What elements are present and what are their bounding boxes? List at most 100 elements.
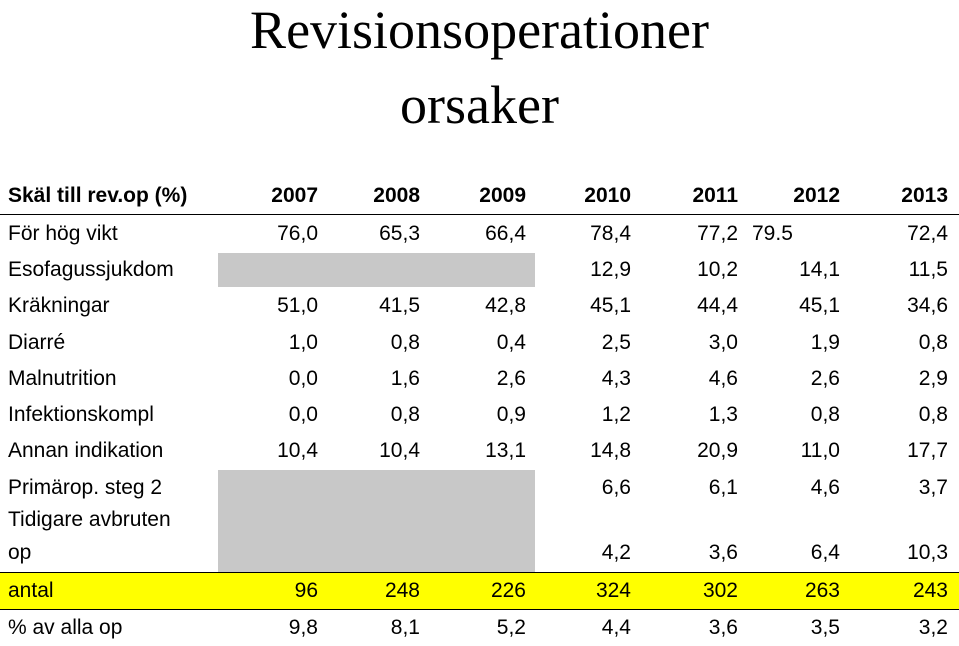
table-cell: 14,1: [799, 258, 840, 281]
header-row: Skäl till rev.op (%) 2007 2008 2009 2010…: [0, 178, 959, 214]
row-label: Malnutrition: [8, 367, 117, 390]
header-year: 2009: [479, 184, 526, 207]
table-cell: 0,8: [810, 403, 840, 426]
table-cell: 13,1: [485, 439, 526, 462]
table-cell: 1,2: [601, 403, 631, 426]
table-cell: 77,2: [697, 222, 738, 245]
divider: [0, 572, 959, 573]
table-row: Kräkningar 51,0 41,5 42,8 45,1 44,4 45,1…: [0, 288, 959, 324]
table-cell: 72,4: [907, 222, 948, 245]
row-label-continued: op: [8, 541, 32, 564]
table-cell: 45,1: [590, 294, 631, 317]
table-cell: 6,1: [708, 476, 738, 499]
row-label: Annan indikation: [8, 439, 164, 462]
table-cell: 76,0: [277, 222, 318, 245]
table-cell: 3,7: [918, 476, 948, 499]
table-row: För hög vikt 76,0 65,3 66,4 78,4 77,2 79…: [0, 216, 959, 252]
table-cell: 8,1: [390, 616, 420, 639]
row-label: Primärop. steg 2: [8, 476, 163, 499]
header-year: 2013: [901, 184, 948, 207]
header-year: 2012: [793, 184, 840, 207]
table-cell: 1,0: [288, 331, 318, 354]
table-cell: 243: [912, 579, 948, 602]
header-year: 2011: [692, 184, 738, 207]
table-cell: 45,1: [799, 294, 840, 317]
table-cell: 2,5: [601, 331, 631, 354]
table-cell: 5,2: [496, 616, 526, 639]
table-cell: 0,0: [288, 367, 318, 390]
table-row: op 4,2 3,6 6,4 10,3: [0, 535, 959, 571]
table-cell: 263: [804, 579, 840, 602]
table-cell: 65,3: [379, 222, 420, 245]
blank-area: [218, 470, 535, 572]
table-cell: 9,8: [288, 616, 318, 639]
table-cell: 78,4: [590, 222, 631, 245]
table-cell: 6,4: [810, 541, 840, 564]
table-cell: 4,3: [601, 367, 631, 390]
row-label: För hög vikt: [8, 222, 118, 245]
table-cell: 96: [294, 579, 318, 602]
table-cell: 226: [490, 579, 526, 602]
table-cell: 0,4: [496, 331, 526, 354]
header-label: Skäl till rev.op (%): [8, 184, 188, 207]
table-cell: 1,6: [390, 367, 420, 390]
header-year: 2007: [271, 184, 318, 207]
table-cell: 44,4: [697, 294, 738, 317]
table-cell: 34,6: [907, 294, 948, 317]
table-cell: 6,6: [601, 476, 631, 499]
table-cell: 1,3: [708, 403, 738, 426]
row-label: antal: [8, 579, 54, 602]
table-cell: 14,8: [590, 439, 631, 462]
table-row: Infektionskompl 0,0 0,8 0,9 1,2 1,3 0,8 …: [0, 397, 959, 433]
row-label: Infektionskompl: [8, 403, 154, 426]
table-cell: 2,6: [810, 367, 840, 390]
table-cell: 2,9: [918, 367, 948, 390]
header-year: 2008: [373, 184, 420, 207]
row-label: % av alla op: [8, 616, 123, 639]
table-cell: 41,5: [379, 294, 420, 317]
table-cell: 248: [384, 579, 420, 602]
divider: [0, 609, 959, 610]
table-cell-extra: 79.5: [752, 222, 793, 245]
table-cell: 3,6: [708, 616, 738, 639]
row-label: Diarré: [8, 331, 66, 354]
table-cell: 1,9: [810, 331, 840, 354]
table-row: % av alla op 9,8 8,1 5,2 4,4 3,6 3,5 3,2: [0, 610, 959, 646]
table-cell: 42,8: [485, 294, 526, 317]
table-cell: 0,9: [496, 403, 526, 426]
table-cell: 11,5: [908, 258, 948, 281]
table-cell: 2,6: [496, 367, 526, 390]
table-cell: 4,2: [601, 541, 631, 564]
table-row: Diarré 1,0 0,8 0,4 2,5 3,0 1,9 0,8: [0, 325, 959, 361]
table-cell: 0,8: [918, 331, 948, 354]
table-cell: 0,8: [918, 403, 948, 426]
table-row: Primärop. steg 2 6,6 6,1 4,6 3,7: [0, 470, 959, 506]
row-label: Esofagussjukdom: [8, 258, 174, 281]
table-cell: 51,0: [277, 294, 318, 317]
divider: [0, 214, 959, 215]
row-label: Kräkningar: [8, 294, 110, 317]
table-cell: 10,4: [277, 439, 318, 462]
table-cell: 0,8: [390, 403, 420, 426]
header-year: 2010: [584, 184, 631, 207]
page-title: Revisionsoperationer: [250, 0, 709, 60]
table-row: Malnutrition 0,0 1,6 2,6 4,3 4,6 2,6 2,9: [0, 361, 959, 397]
table-cell: 3,5: [810, 616, 840, 639]
table-cell: 0,8: [390, 331, 420, 354]
table-cell: 302: [702, 579, 738, 602]
table-row: Esofagussjukdom 12,9 10,2 14,1 11,5: [0, 252, 959, 288]
row-label: Tidigare avbruten: [8, 508, 171, 531]
table-cell: 4,6: [810, 476, 840, 499]
table-cell: 10,4: [379, 439, 420, 462]
table-row: Tidigare avbruten: [0, 502, 959, 538]
table-cell: 11,0: [800, 439, 840, 462]
table-cell: 3,0: [708, 331, 738, 354]
table-cell: 12,9: [590, 258, 631, 281]
table-cell: 20,9: [697, 439, 738, 462]
table-cell: 17,7: [907, 439, 948, 462]
table-cell: 4,6: [708, 367, 738, 390]
table-cell: 10,3: [907, 541, 948, 564]
table-cell: 0,0: [288, 403, 318, 426]
table-cell: 66,4: [485, 222, 526, 245]
table-cell: 3,2: [918, 616, 948, 639]
